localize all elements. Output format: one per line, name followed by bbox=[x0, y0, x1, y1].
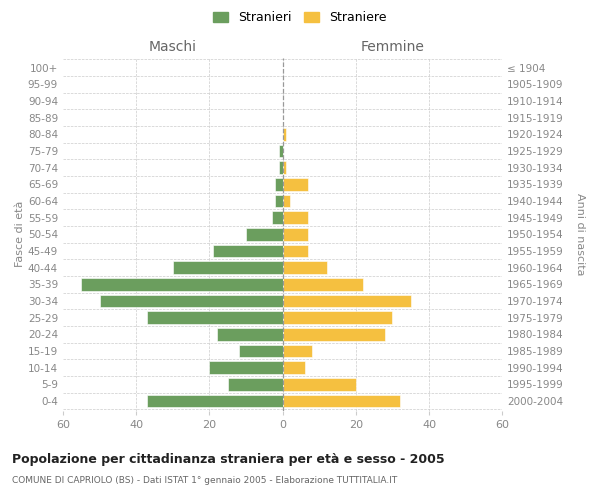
Bar bbox=[283, 362, 305, 374]
Bar bbox=[283, 262, 326, 274]
Bar bbox=[283, 194, 290, 207]
Bar bbox=[217, 328, 283, 340]
Bar bbox=[209, 362, 283, 374]
Bar bbox=[283, 278, 363, 290]
Text: Maschi: Maschi bbox=[149, 40, 197, 54]
Bar bbox=[283, 378, 356, 390]
Text: COMUNE DI CAPRIOLO (BS) - Dati ISTAT 1° gennaio 2005 - Elaborazione TUTTITALIA.I: COMUNE DI CAPRIOLO (BS) - Dati ISTAT 1° … bbox=[12, 476, 397, 485]
Bar bbox=[100, 294, 283, 307]
Bar bbox=[283, 228, 308, 240]
Bar bbox=[147, 394, 283, 407]
Bar bbox=[279, 162, 283, 174]
Bar bbox=[283, 344, 312, 357]
Y-axis label: Anni di nascita: Anni di nascita bbox=[575, 193, 585, 276]
Bar bbox=[283, 328, 385, 340]
Bar bbox=[283, 178, 308, 190]
Bar bbox=[283, 212, 308, 224]
Legend: Stranieri, Straniere: Stranieri, Straniere bbox=[208, 6, 392, 29]
Text: Popolazione per cittadinanza straniera per età e sesso - 2005: Popolazione per cittadinanza straniera p… bbox=[12, 452, 445, 466]
Bar bbox=[213, 244, 283, 257]
Text: Femmine: Femmine bbox=[361, 40, 424, 54]
Bar bbox=[227, 378, 283, 390]
Bar bbox=[283, 244, 308, 257]
Bar bbox=[283, 312, 392, 324]
Bar bbox=[239, 344, 283, 357]
Bar bbox=[283, 294, 411, 307]
Bar bbox=[173, 262, 283, 274]
Bar bbox=[272, 212, 283, 224]
Bar bbox=[147, 312, 283, 324]
Bar bbox=[283, 162, 286, 174]
Bar bbox=[275, 178, 283, 190]
Bar bbox=[283, 394, 400, 407]
Bar bbox=[279, 144, 283, 157]
Bar bbox=[283, 128, 286, 140]
Bar bbox=[275, 194, 283, 207]
Y-axis label: Fasce di età: Fasce di età bbox=[15, 201, 25, 268]
Bar bbox=[81, 278, 283, 290]
Bar bbox=[246, 228, 283, 240]
